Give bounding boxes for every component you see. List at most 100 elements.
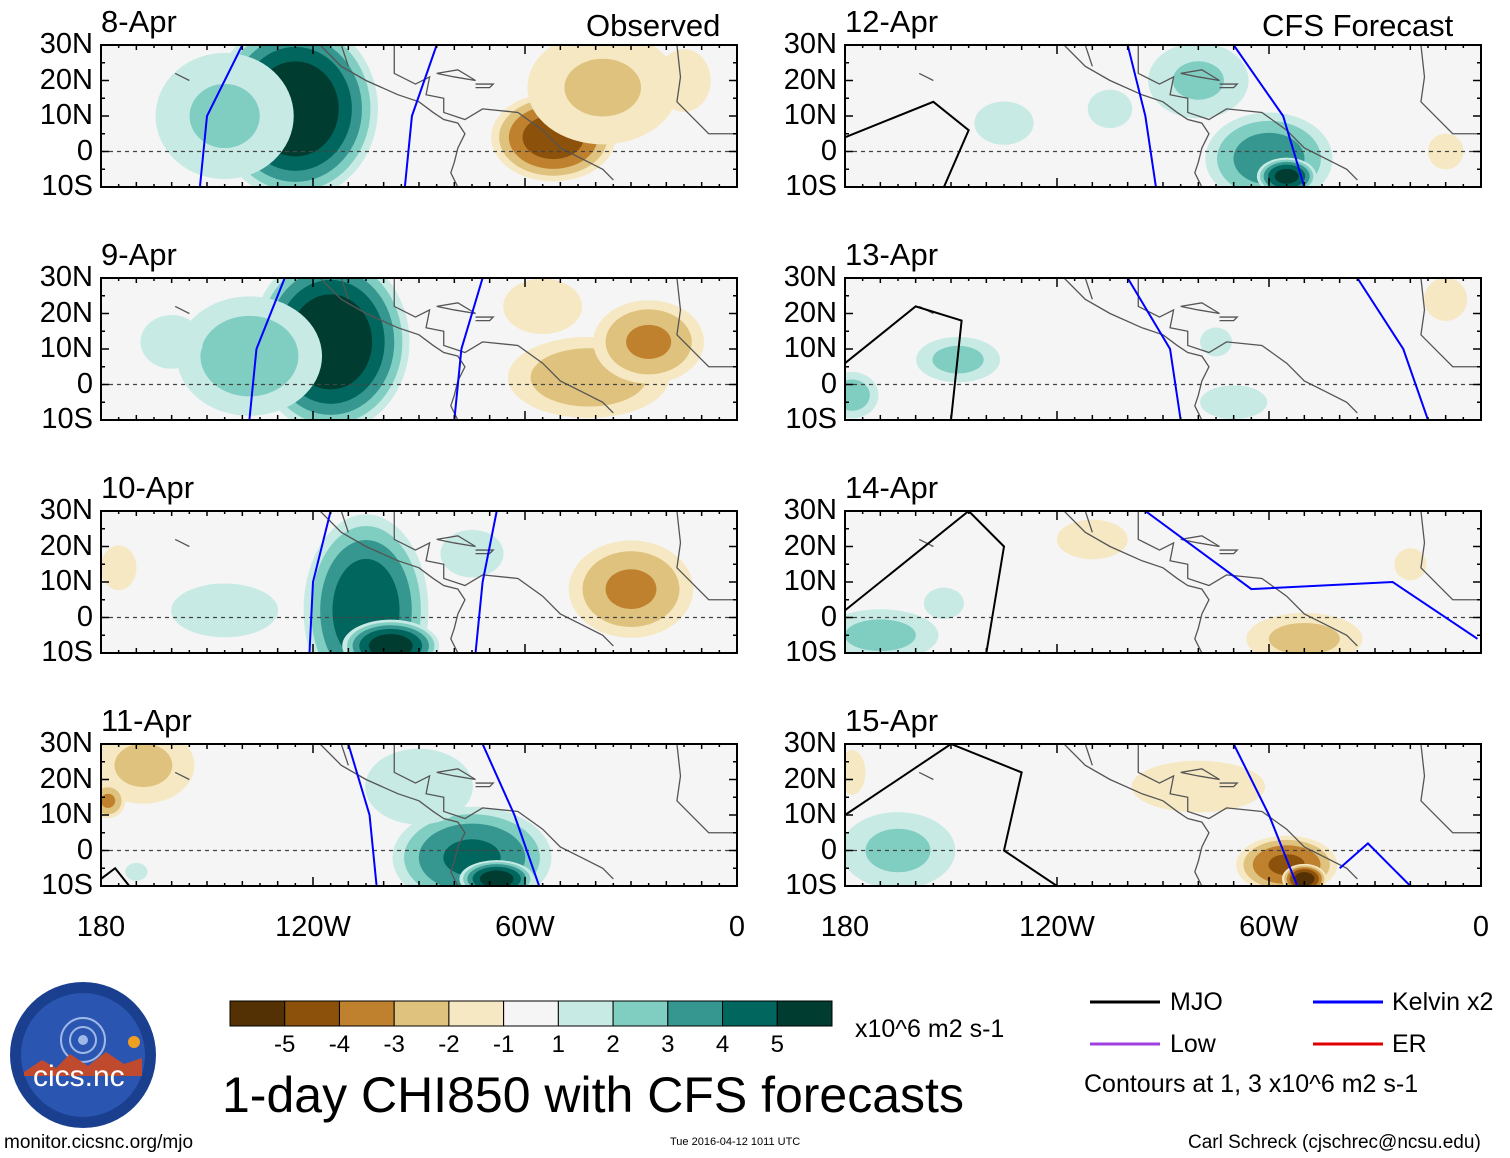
colorbar-swatch-7 [612,1000,669,1027]
anomaly-blob-4-level--1 [1424,278,1468,321]
lat-tick-label: 30N [39,28,93,60]
coastline-6 [1084,744,1093,766]
coastline-5 [918,771,934,781]
colorbar-tick-label: 3 [661,1031,675,1058]
footer-timestamp: Tue 2016-04-12 1011 UTC [670,1136,801,1148]
coastline-6 [1084,278,1093,300]
legend-swatch-kelvin [1313,1000,1383,1004]
mjo-contour [845,744,1058,886]
lat-tick-label: 10S [41,403,93,435]
legend-label-low: Low [1170,1030,1216,1058]
logo-text: cics.nc [33,1060,125,1093]
lat-tick-label: 30N [783,261,837,293]
coastline-5 [174,771,190,781]
footer-credit: Carl Schreck (cjschrec@ncsu.edu) [1188,1132,1481,1153]
coastline-5 [174,305,190,315]
anomaly-blob-4-level-1 [1087,89,1133,129]
kelvin-contour [347,744,378,886]
footer-url: monitor.cicsnc.org/mjo [4,1132,194,1153]
kelvin-contour [1126,45,1157,187]
wave-contours [845,511,1479,653]
colorbar-swatch-5 [503,1000,559,1027]
lat-tick-label: 30N [783,494,837,526]
lat-tick-label: 10N [39,798,93,830]
wave-contours [308,511,498,653]
panel-10-Apr [100,510,738,654]
panel-ticks [100,510,738,654]
anomaly-blob-1-level-2 [200,315,299,397]
lon-tick-label: 60W [495,911,555,943]
wave-contours [845,278,1429,420]
lat-tick-label: 10S [41,636,93,668]
coastline-4 [475,83,495,89]
anomaly-blob-1-level-1 [923,587,964,619]
anomaly-blob-2-level-1 [140,315,203,369]
panel-15-Apr [844,743,1482,887]
coastline-0 [1063,45,1210,187]
wave-contours [845,45,1306,187]
coastline-4 [1219,316,1239,322]
coastline-6 [1084,45,1093,67]
wave-contours [248,278,484,420]
anomaly-blob-5-level--1 [657,49,711,112]
lat-tick-label: 30N [39,261,93,293]
kelvin-contour [1232,744,1299,886]
anomaly-shading [845,750,1338,886]
anomaly-shading [140,278,705,420]
coastline-0 [319,278,466,420]
kelvin2-contour [1356,278,1429,420]
lat-tick-label: 30N [39,494,93,526]
panel-date-label: 9-Apr [101,237,177,272]
panel-date-label: 13-Apr [845,237,939,272]
panel-11-Apr [100,743,738,887]
anomaly-blob-5-level-1 [125,862,148,881]
coastline-2 [1420,278,1481,368]
coastline-3 [1180,69,1220,82]
anomaly-shading [845,519,1427,653]
colorbar-tick-label: 2 [606,1031,620,1058]
panel-ticks [844,743,1482,887]
lon-tick-label: 120W [1019,911,1095,943]
legend-label-mjo: MJO [1170,988,1223,1016]
lat-tick-label: 0 [820,134,837,167]
coastline-4 [1219,782,1239,788]
kelvin-contour [1144,511,1479,640]
colorbar-tick-label: -5 [274,1031,296,1058]
coastline-3 [436,768,476,781]
coastline-6 [1084,511,1093,533]
coastline-1 [393,278,614,414]
anomaly-blob-4-level--1 [845,750,866,795]
lat-tick-label: 20N [39,296,93,329]
anomaly-blob-3-level-1 [974,101,1034,145]
lat-tick-label: 10N [783,332,837,364]
panel-date-label: 10-Apr [101,470,195,505]
coastline-2 [1420,511,1481,601]
coastline-4 [1219,83,1239,89]
panel-ticks [844,44,1482,188]
anomaly-blob-4-level--3 [605,569,657,609]
coastline-2 [1420,744,1481,834]
coastline-4 [475,782,495,788]
legend-label-er: ER [1392,1030,1427,1058]
coastline-4 [1219,549,1239,555]
coastline-2 [676,45,737,135]
coastline-2 [676,511,737,601]
lat-tick-label: 20N [783,296,837,329]
coastline-4 [475,316,495,322]
colorbar-swatch-0 [229,1000,286,1027]
lat-tick-label: 10S [785,170,837,202]
anomaly-blob-2-level-1 [1200,385,1268,420]
coastline-1 [1137,45,1358,181]
lat-tick-label: 30N [783,727,837,759]
coastline-5 [918,72,934,82]
kelvin-contour [248,278,286,420]
kelvin-contour [1126,278,1182,420]
column-header-observed: Observed [586,8,721,43]
colorbar-swatch-8 [667,1000,724,1027]
panel-13-Apr [844,277,1482,421]
panel-14-Apr [844,510,1482,654]
coastlines [174,511,737,653]
anomaly-blob-4-level--1 [1394,548,1427,581]
colorbar-tick-label: 1 [551,1031,566,1058]
